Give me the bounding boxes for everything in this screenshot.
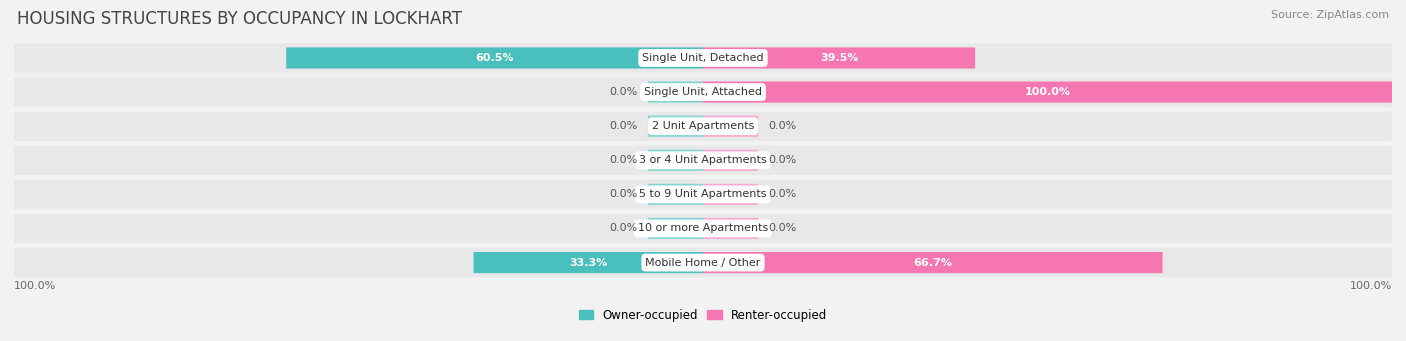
FancyBboxPatch shape xyxy=(14,77,1392,107)
Text: 5 to 9 Unit Apartments: 5 to 9 Unit Apartments xyxy=(640,189,766,199)
FancyBboxPatch shape xyxy=(474,252,703,273)
Text: 0.0%: 0.0% xyxy=(609,223,637,234)
FancyBboxPatch shape xyxy=(703,81,1392,103)
Text: 100.0%: 100.0% xyxy=(1025,87,1070,97)
FancyBboxPatch shape xyxy=(648,184,703,205)
Text: 0.0%: 0.0% xyxy=(769,223,797,234)
Text: Source: ZipAtlas.com: Source: ZipAtlas.com xyxy=(1271,10,1389,20)
FancyBboxPatch shape xyxy=(703,47,976,69)
Text: 100.0%: 100.0% xyxy=(1350,281,1392,292)
FancyBboxPatch shape xyxy=(14,146,1392,175)
FancyBboxPatch shape xyxy=(703,150,758,171)
FancyBboxPatch shape xyxy=(703,218,758,239)
Text: 0.0%: 0.0% xyxy=(609,189,637,199)
Text: 3 or 4 Unit Apartments: 3 or 4 Unit Apartments xyxy=(640,155,766,165)
FancyBboxPatch shape xyxy=(14,180,1392,209)
Text: 0.0%: 0.0% xyxy=(609,87,637,97)
Text: 66.7%: 66.7% xyxy=(914,257,952,268)
Text: 0.0%: 0.0% xyxy=(609,121,637,131)
FancyBboxPatch shape xyxy=(648,81,703,103)
Text: 0.0%: 0.0% xyxy=(769,189,797,199)
Text: 100.0%: 100.0% xyxy=(14,281,56,292)
Text: HOUSING STRUCTURES BY OCCUPANCY IN LOCKHART: HOUSING STRUCTURES BY OCCUPANCY IN LOCKH… xyxy=(17,10,463,28)
FancyBboxPatch shape xyxy=(703,116,758,137)
Legend: Owner-occupied, Renter-occupied: Owner-occupied, Renter-occupied xyxy=(574,304,832,326)
FancyBboxPatch shape xyxy=(14,112,1392,141)
FancyBboxPatch shape xyxy=(287,47,703,69)
Text: 33.3%: 33.3% xyxy=(569,257,607,268)
FancyBboxPatch shape xyxy=(648,116,703,137)
FancyBboxPatch shape xyxy=(14,248,1392,277)
Text: 39.5%: 39.5% xyxy=(820,53,858,63)
FancyBboxPatch shape xyxy=(14,214,1392,243)
Text: 60.5%: 60.5% xyxy=(475,53,513,63)
FancyBboxPatch shape xyxy=(648,150,703,171)
Text: Mobile Home / Other: Mobile Home / Other xyxy=(645,257,761,268)
Text: 0.0%: 0.0% xyxy=(769,155,797,165)
FancyBboxPatch shape xyxy=(703,184,758,205)
FancyBboxPatch shape xyxy=(703,252,1163,273)
FancyBboxPatch shape xyxy=(14,43,1392,73)
Text: 10 or more Apartments: 10 or more Apartments xyxy=(638,223,768,234)
FancyBboxPatch shape xyxy=(648,218,703,239)
Text: 0.0%: 0.0% xyxy=(609,155,637,165)
Text: 2 Unit Apartments: 2 Unit Apartments xyxy=(652,121,754,131)
Text: 0.0%: 0.0% xyxy=(769,121,797,131)
Text: Single Unit, Attached: Single Unit, Attached xyxy=(644,87,762,97)
Text: Single Unit, Detached: Single Unit, Detached xyxy=(643,53,763,63)
